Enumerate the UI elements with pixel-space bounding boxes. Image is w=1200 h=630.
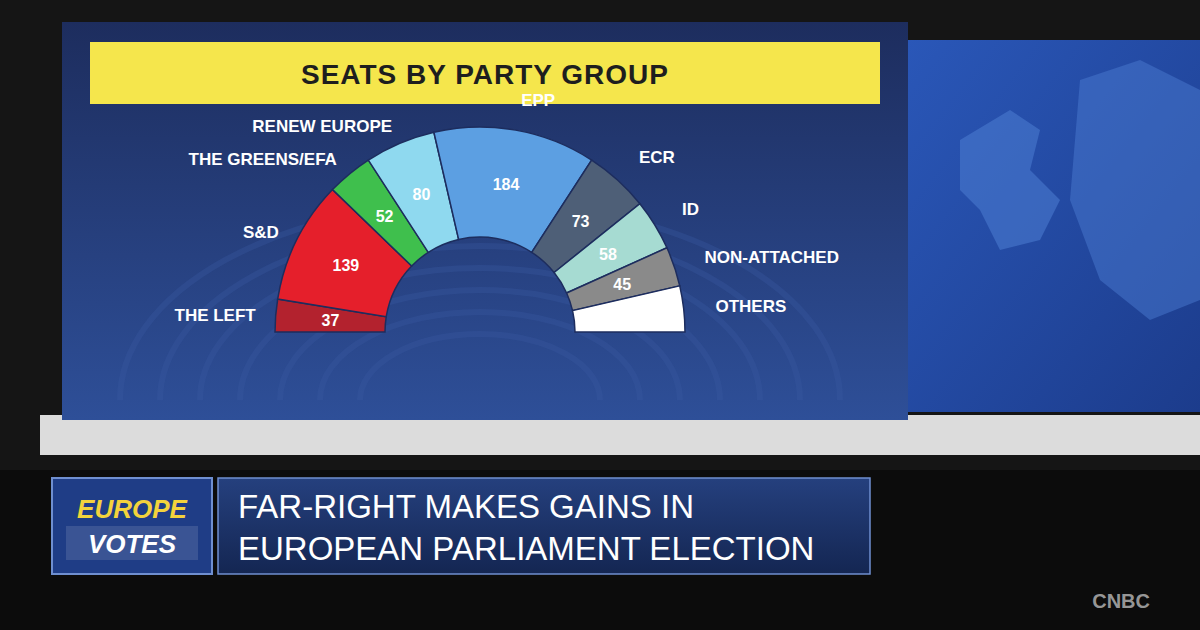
category-label: S&D <box>243 223 279 242</box>
category-label: EPP <box>521 91 555 110</box>
screen-frame <box>40 415 1200 455</box>
headline-box <box>218 478 870 574</box>
category-label: ID <box>682 200 699 219</box>
logo-text: VOTES <box>88 529 177 559</box>
value-label: 37 <box>322 312 340 329</box>
title-bar <box>90 42 880 104</box>
chart-title: SEATS BY PARTY GROUP <box>301 59 669 90</box>
map-shape <box>960 110 1060 250</box>
category-label: NON-ATTACHED <box>705 248 839 267</box>
category-label: OTHERS <box>715 297 786 316</box>
headline: EUROPEAN PARLIAMENT ELECTION <box>238 530 814 567</box>
studio <box>0 0 1200 630</box>
labels: 37 THE LEFT 139 S&D 52 THE GREENS/EFA 80 RENEW … <box>175 91 839 329</box>
category-label: THE LEFT <box>175 306 257 325</box>
background-arc <box>360 334 600 400</box>
value-label: 52 <box>376 208 394 225</box>
map-screen <box>908 40 1200 412</box>
category-label: ECR <box>639 148 675 167</box>
value-label: 80 <box>412 186 430 203</box>
floor <box>0 470 1200 630</box>
logo-text: EUROPE <box>77 494 187 524</box>
value-label: 139 <box>333 257 360 274</box>
category-label: THE GREENS/EFA <box>189 150 337 169</box>
logo-strip <box>66 526 198 560</box>
segment <box>278 190 412 317</box>
value-label: 58 <box>599 246 617 263</box>
value-label: 45 <box>613 276 631 293</box>
value-label: 184 <box>493 176 520 193</box>
logo-box <box>52 478 212 574</box>
category-label: RENEW EUROPE <box>252 117 392 136</box>
stage: SEATS BY PARTY GROUP 37 THE LEFT 139 S&D 52 TH… <box>0 0 1200 630</box>
network-logo: CNBC <box>1092 590 1150 612</box>
map-shape <box>1070 60 1200 320</box>
headline: FAR-RIGHT MAKES GAINS IN <box>238 488 694 525</box>
chart-screen <box>62 22 908 420</box>
value-label: 73 <box>572 213 590 230</box>
